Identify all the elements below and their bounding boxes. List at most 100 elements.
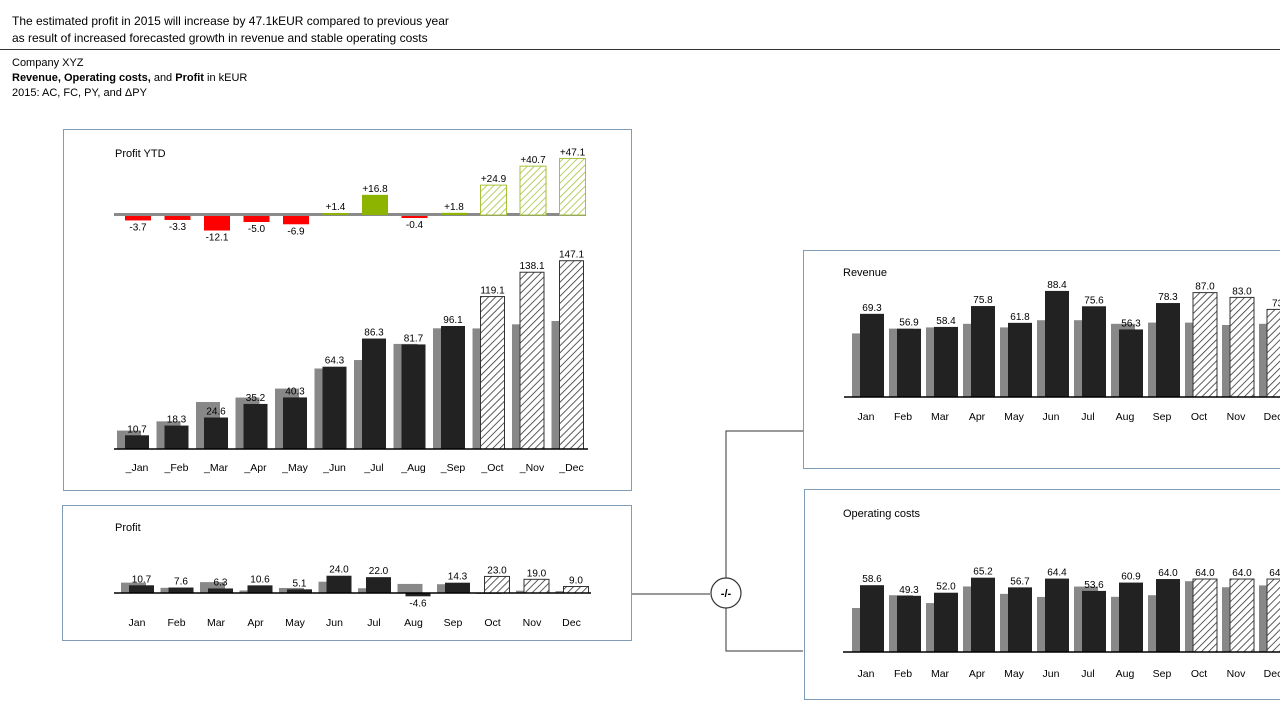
value-label: 53.6 bbox=[1084, 580, 1104, 591]
scenarios-line: 2015: AC, FC, PY, and ΔPY bbox=[12, 87, 147, 99]
category-label: Jun bbox=[326, 617, 343, 629]
category-label: _Sep bbox=[440, 462, 466, 474]
value-label: 10.7 bbox=[132, 574, 152, 585]
bar-actual bbox=[1229, 296, 1255, 398]
delta-bar bbox=[441, 212, 467, 215]
delta-value-label: -12.1 bbox=[206, 233, 229, 244]
panel-profit[interactable] bbox=[62, 505, 632, 641]
value-label: 52.0 bbox=[936, 582, 956, 593]
value-label: 69.3 bbox=[862, 303, 882, 314]
value-label: 40.3 bbox=[285, 386, 305, 397]
header-divider bbox=[0, 49, 1280, 50]
value-label: 22.0 bbox=[369, 566, 389, 577]
category-label: Dec bbox=[1264, 411, 1280, 423]
category-label: _Jul bbox=[363, 462, 383, 474]
value-label: 18.3 bbox=[167, 415, 187, 426]
value-label: 14.3 bbox=[448, 572, 468, 583]
bar-actual bbox=[326, 575, 352, 593]
bar-actual bbox=[860, 313, 884, 397]
category-label: _Dec bbox=[558, 462, 584, 474]
category-label: Jun bbox=[1043, 411, 1060, 423]
category-label: Oct bbox=[1191, 411, 1207, 423]
value-label: 65.2 bbox=[973, 567, 993, 578]
value-label: 75.8 bbox=[973, 295, 993, 306]
measures-line: Revenue, Operating costs, and Profit in … bbox=[12, 71, 247, 86]
category-label: Apr bbox=[969, 668, 986, 680]
bar-actual bbox=[243, 403, 268, 449]
value-label: 81.7 bbox=[404, 333, 424, 344]
measures-bold-1: Revenue, Operating costs, bbox=[12, 72, 151, 84]
chart-profit-ytd-delta: Profit YTD -3.7 -3.3 -12.1 -5.0 -6.9 +1.4 +16.8… bbox=[114, 147, 586, 244]
value-label: 64.0 bbox=[1195, 568, 1215, 579]
bar-py bbox=[397, 583, 423, 593]
bar-actual bbox=[362, 338, 386, 449]
bar-actual bbox=[168, 587, 194, 593]
category-label: _Mar bbox=[203, 462, 228, 474]
value-label: 9.0 bbox=[569, 576, 583, 587]
category-label: Jul bbox=[367, 617, 380, 629]
value-label: 35.2 bbox=[246, 393, 266, 404]
category-label: _Aug bbox=[400, 462, 426, 474]
delta-value-label: +1.8 bbox=[444, 202, 464, 213]
bar-actual bbox=[1192, 292, 1218, 398]
category-label: Nov bbox=[1227, 668, 1246, 680]
category-label: _Jan bbox=[125, 462, 149, 474]
value-label: 10.7 bbox=[127, 424, 147, 435]
value-label: 64.4 bbox=[1047, 568, 1067, 579]
category-label: Mar bbox=[207, 617, 226, 629]
category-label: _Apr bbox=[243, 462, 267, 474]
bar-actual bbox=[897, 595, 921, 652]
bar-actual bbox=[204, 417, 228, 449]
value-label: 87.0 bbox=[1195, 282, 1215, 293]
delta-value-label: +47.1 bbox=[560, 147, 586, 158]
value-label: 83.0 bbox=[1232, 286, 1252, 297]
bar-actual bbox=[1192, 578, 1218, 653]
chart-revenue: Revenue 69.3 Jan 56.9 Feb 58.4 Mar 75.8 Apr 61.8 M… bbox=[843, 267, 1280, 423]
value-label: 73. bbox=[1272, 298, 1280, 309]
bar-actual bbox=[366, 577, 391, 593]
company-name: Company XYZ bbox=[12, 57, 84, 69]
bar-actual bbox=[129, 585, 154, 593]
value-label: 56.7 bbox=[1010, 576, 1030, 587]
delta-bar bbox=[164, 216, 191, 220]
category-label: Apr bbox=[247, 617, 264, 629]
delta-bar bbox=[322, 213, 349, 215]
chart-profit-monthly: Profit 10.7 Jan 7.6 Feb 6.3 Mar 10.6 Apr 5.1 May 24… bbox=[114, 522, 591, 629]
delta-value-label: +16.8 bbox=[362, 184, 388, 195]
value-label: 58.6 bbox=[862, 574, 882, 585]
bar-actual bbox=[523, 578, 550, 594]
category-label: Sep bbox=[1153, 411, 1172, 423]
calculation-connectors: -/- bbox=[632, 430, 803, 652]
bar-actual bbox=[405, 593, 431, 597]
connector-bracket bbox=[725, 430, 803, 652]
value-label: 19.0 bbox=[527, 568, 547, 579]
delta-bar bbox=[204, 216, 230, 231]
bar-actual bbox=[283, 397, 307, 449]
bar-actual bbox=[934, 592, 958, 652]
chart-profit-ytd: 10.7 _Jan 18.3 _Feb 24.6 _Mar 35.2 _Apr 40.3 _May… bbox=[114, 250, 588, 474]
value-label: 96.1 bbox=[443, 315, 463, 326]
category-label: Jul bbox=[1081, 411, 1094, 423]
bar-actual bbox=[971, 306, 995, 397]
category-label: _May bbox=[281, 462, 308, 474]
bar-actual bbox=[1156, 579, 1180, 652]
category-label: Oct bbox=[484, 617, 500, 629]
value-label: 24.0 bbox=[329, 565, 349, 576]
bar-actual bbox=[287, 589, 312, 593]
headline-message: The estimated profit in 2015 will increa… bbox=[12, 13, 449, 47]
bar-actual bbox=[1008, 587, 1032, 652]
category-label: Aug bbox=[1116, 411, 1135, 423]
bar-actual bbox=[563, 586, 589, 594]
category-label: Jan bbox=[858, 668, 875, 680]
bar-actual bbox=[441, 325, 465, 449]
bar-actual bbox=[519, 271, 545, 450]
bar-actual bbox=[897, 328, 921, 397]
delta-bar bbox=[401, 216, 428, 218]
category-label: Feb bbox=[894, 411, 912, 423]
delta-bar bbox=[243, 216, 270, 222]
delta-value-label: -0.4 bbox=[406, 220, 424, 231]
delta-bar bbox=[283, 216, 309, 225]
bar-actual bbox=[247, 585, 273, 593]
category-label: Aug bbox=[1116, 668, 1135, 680]
